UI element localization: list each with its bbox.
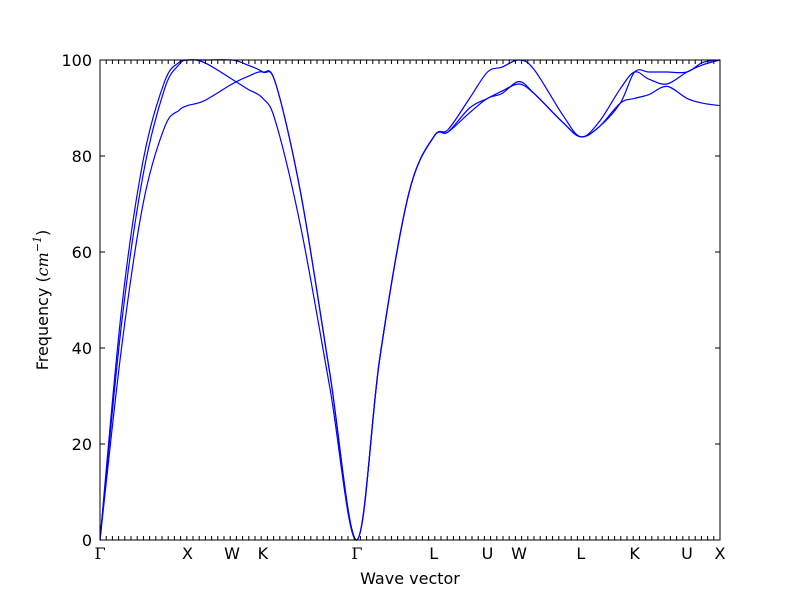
y-axis-label-unit: cm [33, 252, 52, 276]
x-tick-label-8: L [576, 544, 585, 563]
x-tick-label-1: X [182, 544, 193, 563]
x-tick-label-3: K [258, 544, 269, 563]
x-tick-label-0: Γ [94, 544, 105, 563]
x-tick-label-4: Γ [351, 544, 362, 563]
x-tick-label-5: L [429, 544, 438, 563]
plot-frame [99, 59, 721, 541]
y-tick-label-0: 0 [82, 531, 92, 550]
x-tick-label-11: X [715, 544, 726, 563]
x-tick-label-9: K [629, 544, 640, 563]
y-tick-label-80: 80 [72, 147, 92, 166]
y-axis-label-prefix: Frequency ( [33, 276, 52, 370]
y-tick-label-40: 40 [72, 339, 92, 358]
x-tick-label-6: U [482, 544, 494, 563]
x-axis-label: Wave vector [360, 569, 460, 588]
y-axis-label-exponent: −1 [31, 236, 44, 252]
y-tick-label-20: 20 [72, 435, 92, 454]
y-axis-label: Frequency (cm−1) [31, 230, 52, 371]
plot-area [100, 60, 720, 540]
y-axis-label-suffix: ) [33, 230, 52, 236]
x-tick-label-7: W [511, 544, 527, 563]
x-tick-label-10: U [681, 544, 693, 563]
x-tick-label-2: W [224, 544, 240, 563]
y-tick-label-100: 100 [61, 51, 92, 70]
y-ticks: 0 20 40 60 80 100 [61, 51, 720, 550]
y-tick-label-60: 60 [72, 243, 92, 262]
